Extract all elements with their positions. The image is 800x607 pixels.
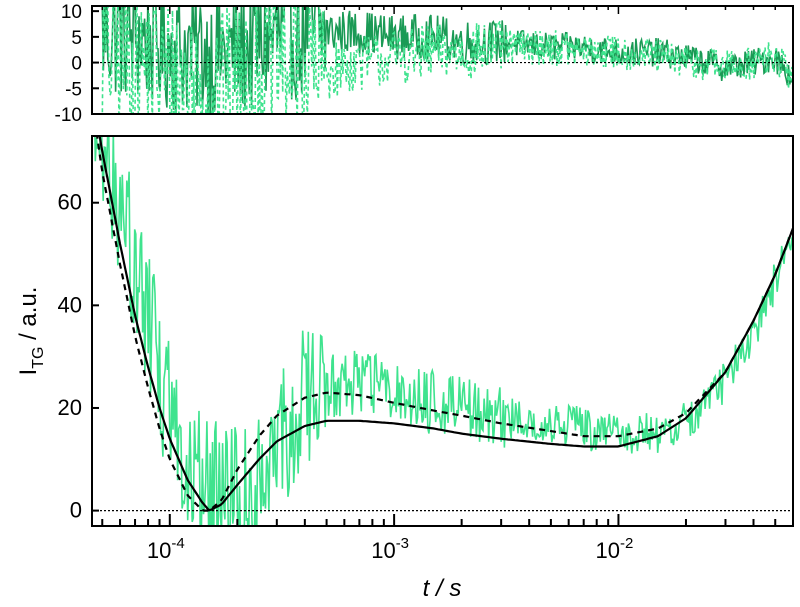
main-y-tick-label: 20 (58, 395, 82, 420)
x-tick-base: 10 (147, 538, 171, 563)
residuals-y-tick-label: 0 (71, 54, 82, 75)
main-y-ticks: 0 20 40 60 (58, 190, 99, 523)
main-series-3 (96, 136, 793, 512)
x-tick-base: 10 (371, 538, 395, 563)
x-tick-label: 10-4 (147, 535, 185, 563)
x-tick-exponent: -3 (396, 535, 409, 552)
x-tick-exponent: -2 (620, 535, 633, 552)
y-axis-title-unit: / a.u. (15, 287, 42, 347)
y-axis-title-main: I (15, 369, 42, 376)
y-axis-title: ITG / a.u. (15, 287, 47, 376)
residuals-y-tick-label: -10 (55, 105, 82, 126)
main-x-ticks: 10-4 10-3 10-2 (101, 6, 794, 563)
main-frame (91, 135, 794, 527)
x-tick-label: 10-3 (371, 535, 409, 563)
main-y-tick-label: 60 (58, 190, 82, 215)
x-tick-label: 10-2 (596, 535, 634, 563)
y-axis-title-subscript: TG (30, 347, 47, 369)
main-series-1 (94, 136, 793, 526)
residuals-panel: 10 5 0 -5 -10 (55, 2, 794, 126)
residuals-y-tick-label: 5 (71, 28, 82, 49)
residuals-series-2 (101, 6, 793, 114)
x-tick-base: 10 (596, 538, 620, 563)
main-series-2 (98, 136, 793, 512)
residuals-y-tick-label: 10 (61, 2, 82, 23)
residuals-frame (91, 5, 794, 115)
residuals-y-tick-label: -5 (65, 79, 82, 100)
x-tick-exponent: -4 (171, 535, 184, 552)
main-y-tick-label: 0 (70, 498, 82, 523)
x-axis-title: t / s (423, 575, 462, 602)
residuals-y-ticks: 10 5 0 -5 -10 (55, 2, 99, 126)
residuals-data-layer (101, 6, 793, 114)
main-data-layer (94, 136, 793, 526)
main-y-tick-label: 40 (58, 292, 82, 317)
